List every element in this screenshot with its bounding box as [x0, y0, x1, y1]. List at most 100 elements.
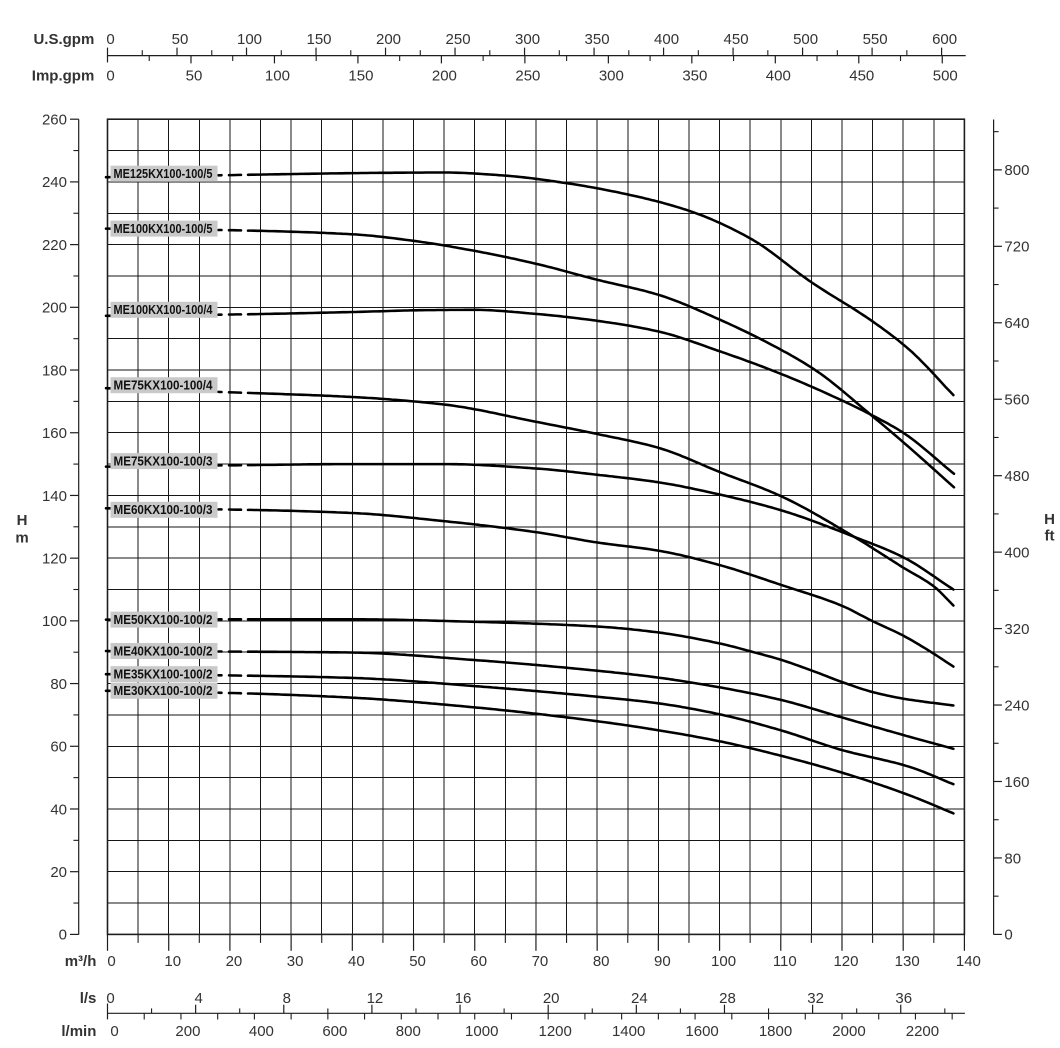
svg-text:30: 30: [287, 953, 304, 970]
svg-text:400: 400: [1004, 544, 1029, 561]
svg-text:100: 100: [265, 68, 290, 85]
svg-text:1000: 1000: [465, 1023, 498, 1040]
svg-text:400: 400: [249, 1023, 274, 1040]
svg-text:100: 100: [237, 31, 262, 48]
svg-text:260: 260: [42, 112, 67, 129]
svg-text:20: 20: [50, 864, 67, 881]
svg-text:120: 120: [42, 550, 67, 567]
svg-text:80: 80: [1004, 850, 1021, 867]
svg-text:36: 36: [895, 990, 912, 1007]
svg-text:12: 12: [367, 990, 384, 1007]
svg-text:560: 560: [1004, 392, 1029, 409]
svg-text:350: 350: [682, 68, 707, 85]
svg-text:ME50KX100-100/2: ME50KX100-100/2: [114, 613, 213, 627]
svg-text:80: 80: [50, 676, 67, 693]
svg-text:32: 32: [807, 990, 824, 1007]
svg-text:ME125KX100-100/5: ME125KX100-100/5: [114, 167, 213, 181]
svg-text:150: 150: [307, 31, 332, 48]
svg-text:640: 640: [1004, 315, 1029, 332]
svg-text:H: H: [1044, 511, 1055, 528]
svg-text:U.S.gpm: U.S.gpm: [33, 31, 94, 48]
svg-text:350: 350: [585, 31, 610, 48]
svg-text:16: 16: [455, 990, 472, 1007]
svg-text:140: 140: [956, 953, 981, 970]
svg-text:m³/h: m³/h: [65, 953, 97, 970]
svg-text:1800: 1800: [759, 1023, 792, 1040]
svg-text:160: 160: [42, 425, 67, 442]
svg-text:100: 100: [711, 953, 736, 970]
svg-text:0: 0: [59, 927, 67, 944]
svg-text:28: 28: [719, 990, 736, 1007]
svg-text:Imp.gpm: Imp.gpm: [32, 68, 95, 85]
svg-text:l/s: l/s: [80, 990, 97, 1007]
svg-text:8: 8: [283, 990, 291, 1007]
svg-text:240: 240: [1004, 697, 1029, 714]
svg-text:10: 10: [164, 953, 181, 970]
svg-text:400: 400: [766, 68, 791, 85]
svg-text:0: 0: [106, 68, 114, 85]
svg-text:1200: 1200: [539, 1023, 572, 1040]
svg-text:200: 200: [432, 68, 457, 85]
svg-text:ME30KX100-100/2: ME30KX100-100/2: [114, 684, 213, 698]
svg-text:160: 160: [1004, 774, 1029, 791]
svg-text:450: 450: [724, 31, 749, 48]
svg-text:0: 0: [110, 1023, 118, 1040]
svg-text:50: 50: [409, 953, 426, 970]
svg-text:60: 60: [470, 953, 487, 970]
svg-text:250: 250: [515, 68, 540, 85]
svg-text:H: H: [17, 512, 28, 529]
svg-text:220: 220: [42, 237, 67, 254]
svg-text:150: 150: [348, 68, 373, 85]
svg-text:ME100KX100-100/4: ME100KX100-100/4: [114, 303, 213, 317]
svg-text:60: 60: [50, 739, 67, 756]
svg-text:320: 320: [1004, 621, 1029, 638]
svg-text:200: 200: [376, 31, 401, 48]
svg-text:100: 100: [42, 613, 67, 630]
svg-text:550: 550: [863, 31, 888, 48]
svg-text:4: 4: [194, 990, 202, 1007]
svg-text:0: 0: [107, 953, 115, 970]
svg-text:300: 300: [515, 31, 540, 48]
svg-text:180: 180: [42, 362, 67, 379]
svg-text:480: 480: [1004, 468, 1029, 485]
svg-text:90: 90: [654, 953, 671, 970]
svg-text:500: 500: [793, 31, 818, 48]
svg-text:24: 24: [631, 990, 648, 1007]
svg-text:ME75KX100-100/3: ME75KX100-100/3: [114, 455, 213, 469]
svg-text:140: 140: [42, 488, 67, 505]
svg-text:40: 40: [348, 953, 365, 970]
svg-text:600: 600: [322, 1023, 347, 1040]
svg-text:m: m: [15, 529, 28, 546]
svg-text:ft: ft: [1045, 528, 1055, 545]
svg-text:200: 200: [42, 300, 67, 317]
svg-text:800: 800: [396, 1023, 421, 1040]
svg-text:20: 20: [543, 990, 560, 1007]
svg-text:40: 40: [50, 801, 67, 818]
svg-text:500: 500: [933, 68, 958, 85]
svg-text:2200: 2200: [906, 1023, 939, 1040]
svg-text:50: 50: [186, 68, 203, 85]
svg-text:ME60KX100-100/3: ME60KX100-100/3: [114, 503, 213, 517]
svg-text:50: 50: [172, 31, 189, 48]
svg-text:20: 20: [226, 953, 243, 970]
svg-text:ME75KX100-100/4: ME75KX100-100/4: [114, 379, 213, 393]
svg-text:600: 600: [932, 31, 957, 48]
svg-text:300: 300: [599, 68, 624, 85]
svg-text:400: 400: [654, 31, 679, 48]
svg-text:200: 200: [175, 1023, 200, 1040]
svg-text:ME40KX100-100/2: ME40KX100-100/2: [114, 644, 213, 658]
svg-text:2000: 2000: [832, 1023, 865, 1040]
svg-text:0: 0: [106, 31, 114, 48]
svg-text:l/min: l/min: [61, 1023, 96, 1040]
svg-text:0: 0: [1004, 927, 1012, 944]
svg-text:720: 720: [1004, 239, 1029, 256]
svg-text:110: 110: [773, 953, 797, 970]
svg-text:70: 70: [532, 953, 549, 970]
svg-text:0: 0: [106, 990, 114, 1007]
svg-text:80: 80: [593, 953, 610, 970]
svg-text:130: 130: [895, 953, 920, 970]
svg-text:1400: 1400: [612, 1023, 645, 1040]
svg-text:240: 240: [42, 174, 67, 191]
svg-text:800: 800: [1004, 162, 1029, 179]
svg-text:450: 450: [849, 68, 874, 85]
